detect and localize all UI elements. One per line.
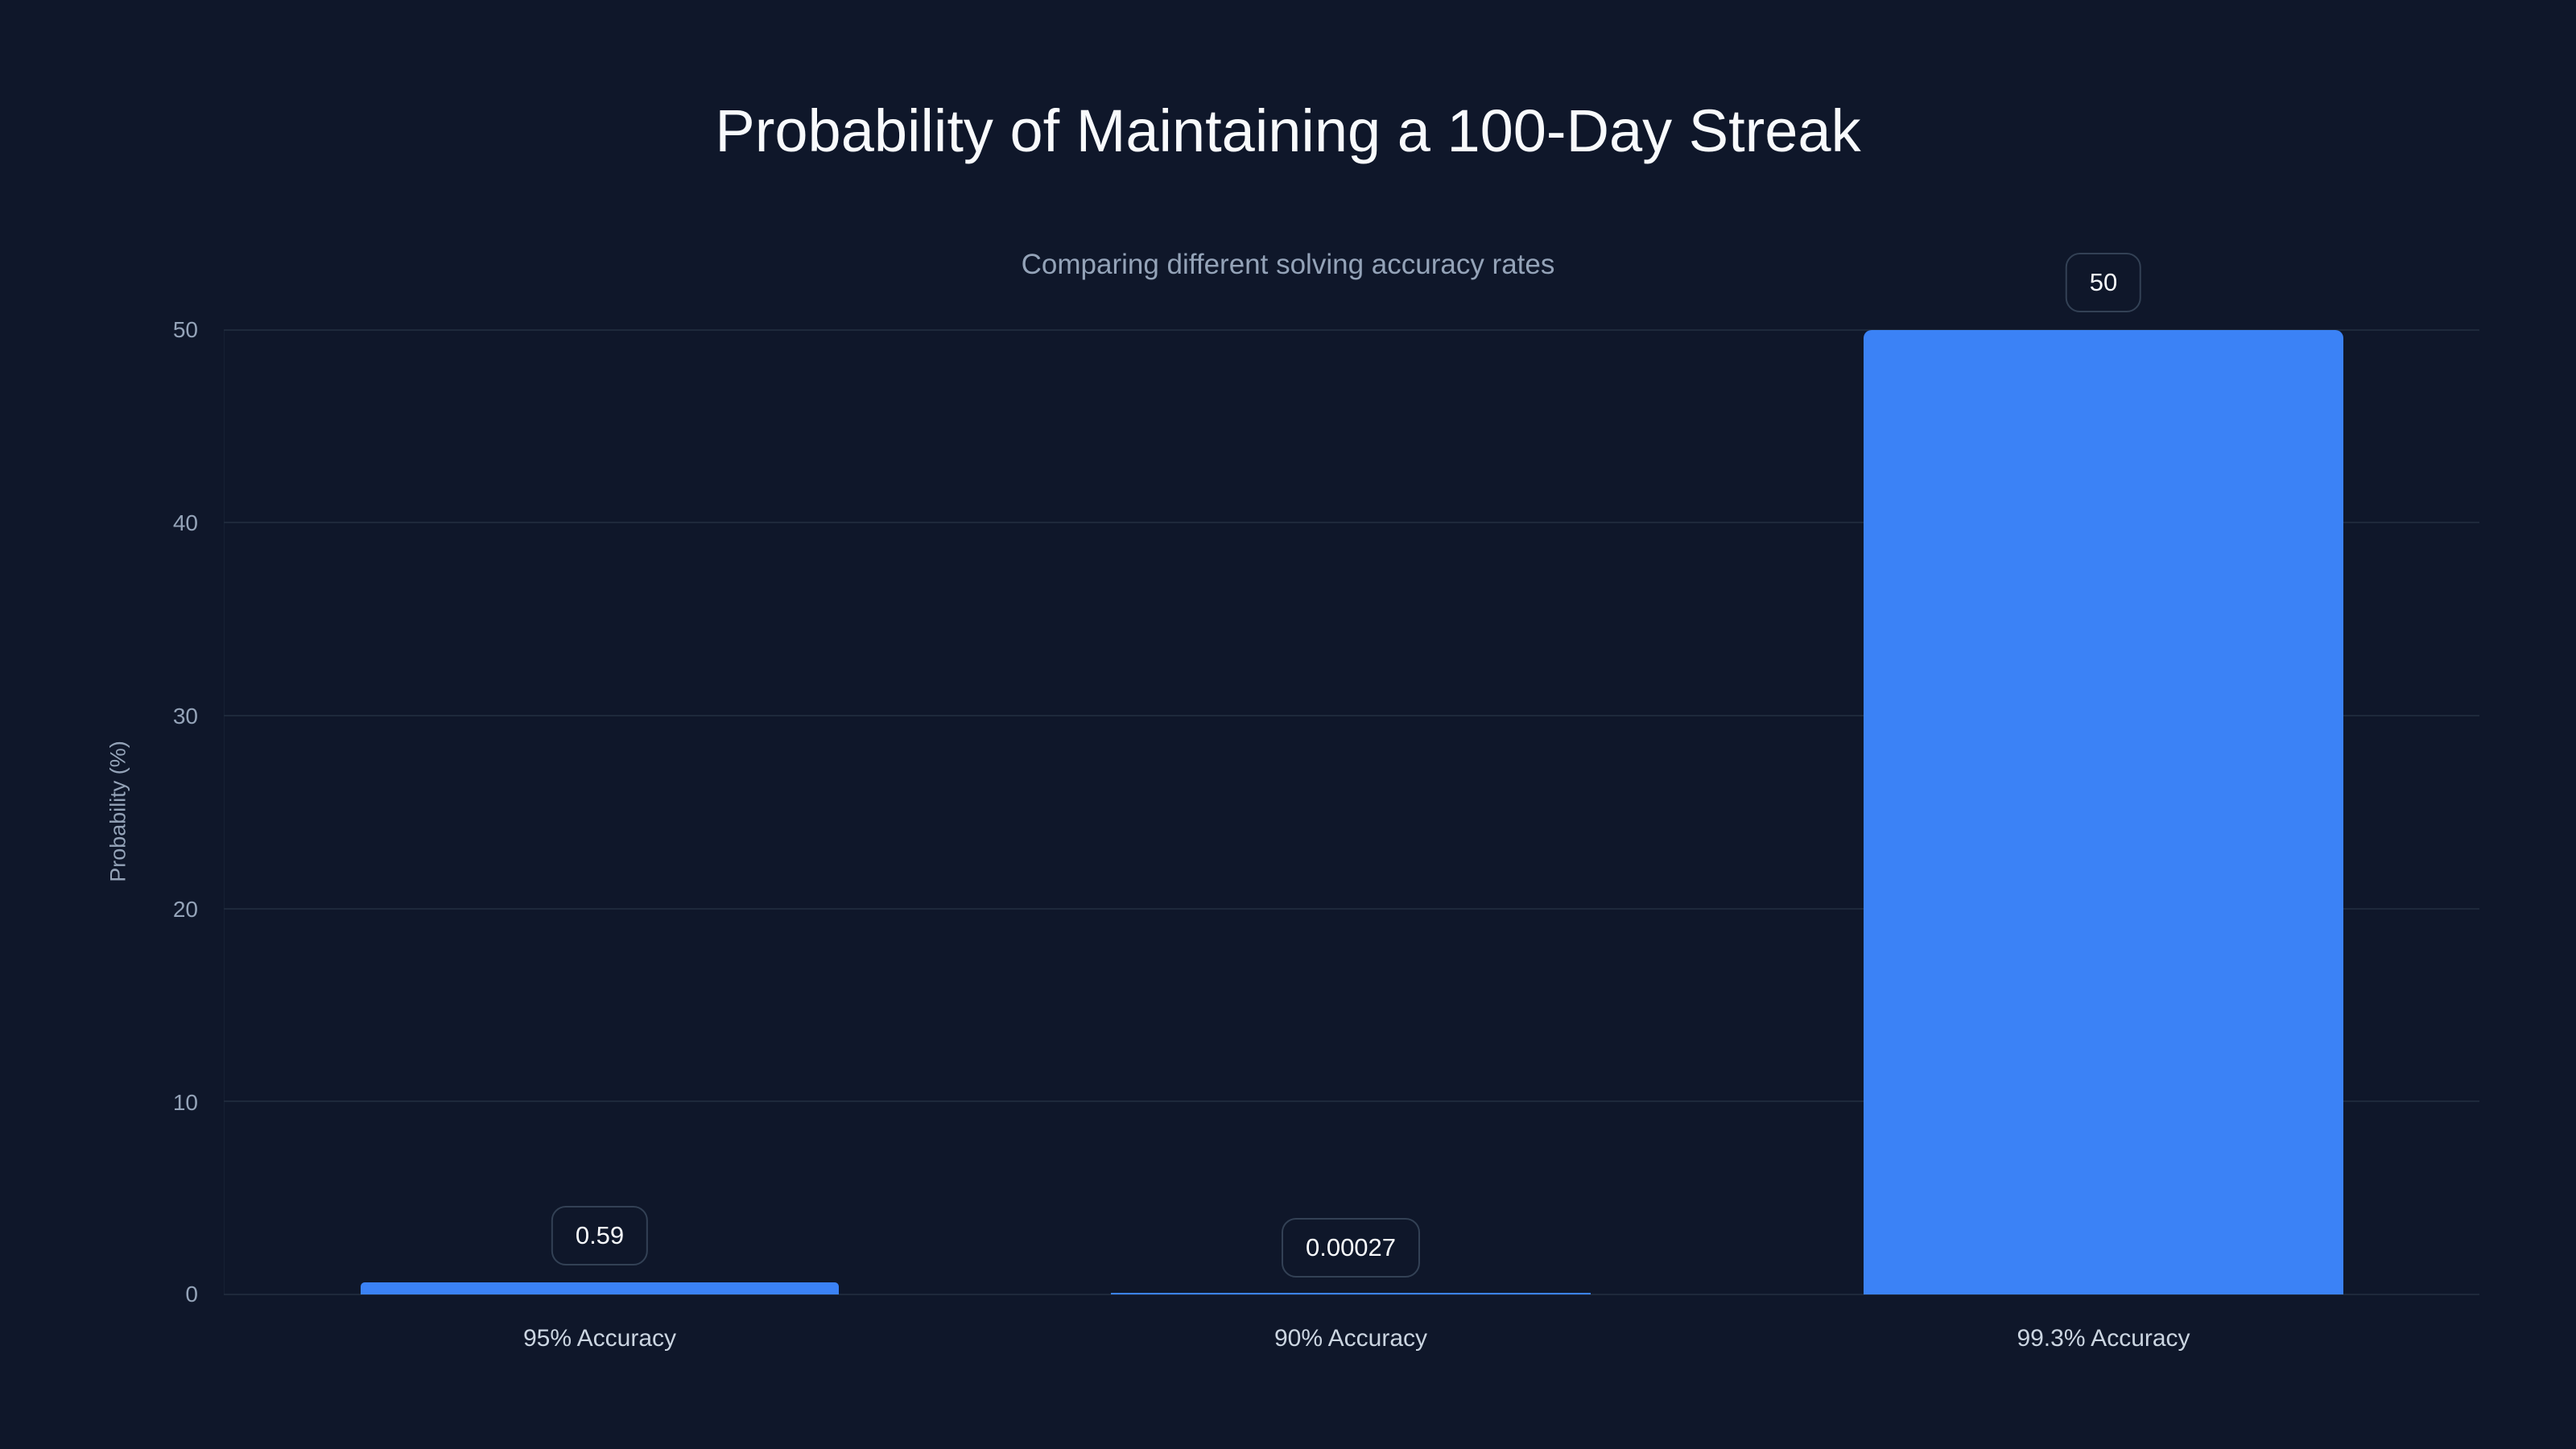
y-axis-line: [224, 330, 225, 1294]
y-axis-label: Probability (%): [105, 741, 130, 882]
y-tick-0: 0: [185, 1282, 198, 1307]
y-tick-50: 50: [172, 317, 198, 342]
value-label-95-accuracy: 0.59: [551, 1206, 649, 1265]
gridline-0: [224, 1294, 2479, 1295]
gridline-30: [224, 715, 2479, 716]
x-label-90-accuracy: 90% Accuracy: [1274, 1325, 1428, 1352]
value-label-90-accuracy: 0.00027: [1281, 1218, 1421, 1278]
gridline-10: [224, 1100, 2479, 1102]
bar-99-3-accuracy[interactable]: [1864, 330, 2343, 1294]
y-tick-20: 20: [172, 897, 198, 922]
gridline-50: [224, 329, 2479, 331]
x-label-99-3-accuracy: 99.3% Accuracy: [2017, 1325, 2190, 1352]
value-label-99-3-accuracy: 50: [2065, 253, 2142, 312]
gridline-40: [224, 522, 2479, 523]
y-tick-30: 30: [172, 704, 198, 729]
bar-95-accuracy[interactable]: [361, 1282, 839, 1294]
x-label-95-accuracy: 95% Accuracy: [522, 1325, 677, 1352]
gridline-20: [224, 908, 2479, 910]
bar-90-accuracy[interactable]: [1111, 1293, 1591, 1294]
chart-subtitle: Comparing different solving accuracy rat…: [1021, 249, 1555, 280]
chart-title: Probability of Maintaining a 100-Day Str…: [715, 97, 1861, 164]
y-tick-10: 10: [172, 1090, 198, 1115]
y-tick-40: 40: [172, 510, 198, 535]
plot-area: 0.59 0.00027 50: [224, 0, 2479, 1449]
